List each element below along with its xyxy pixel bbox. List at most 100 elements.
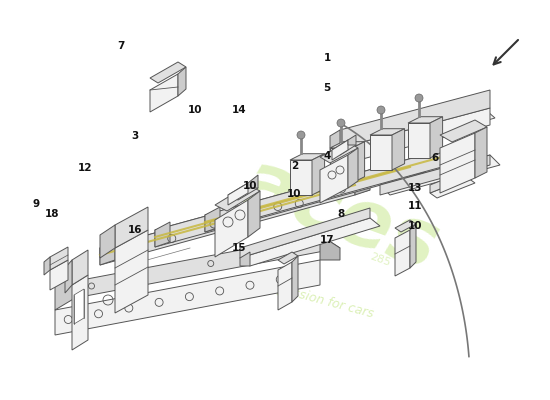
Polygon shape [100, 178, 370, 260]
Polygon shape [355, 172, 370, 195]
Polygon shape [430, 178, 475, 198]
Text: 3: 3 [131, 131, 139, 141]
Polygon shape [355, 133, 370, 155]
Polygon shape [55, 260, 320, 335]
Polygon shape [440, 120, 487, 142]
Polygon shape [150, 62, 186, 83]
Polygon shape [290, 160, 312, 195]
Polygon shape [205, 145, 460, 232]
Polygon shape [115, 230, 148, 313]
Polygon shape [205, 145, 475, 227]
Text: 10: 10 [188, 105, 202, 115]
Text: 10: 10 [287, 189, 301, 199]
Text: 2: 2 [290, 161, 298, 171]
Polygon shape [348, 135, 356, 145]
Polygon shape [440, 133, 475, 193]
Polygon shape [395, 220, 416, 232]
Text: 285: 285 [368, 252, 392, 268]
Polygon shape [65, 260, 72, 293]
Polygon shape [290, 154, 324, 160]
Polygon shape [340, 90, 490, 148]
Polygon shape [155, 222, 170, 247]
Text: 11: 11 [408, 201, 422, 211]
Polygon shape [340, 108, 490, 165]
Polygon shape [352, 142, 365, 183]
Polygon shape [155, 160, 425, 242]
Polygon shape [320, 142, 358, 163]
Circle shape [297, 131, 305, 139]
Text: 10: 10 [243, 181, 257, 191]
Polygon shape [178, 67, 186, 96]
Polygon shape [475, 127, 487, 178]
Text: 6: 6 [431, 153, 438, 163]
Text: 9: 9 [32, 199, 39, 209]
Polygon shape [215, 200, 248, 257]
Text: 16: 16 [128, 225, 142, 235]
Polygon shape [410, 154, 425, 177]
Circle shape [377, 106, 385, 114]
Polygon shape [380, 155, 490, 195]
Polygon shape [205, 207, 220, 232]
Polygon shape [312, 154, 324, 195]
Text: 14: 14 [232, 105, 246, 115]
Polygon shape [410, 224, 416, 268]
Polygon shape [72, 250, 88, 285]
Polygon shape [460, 139, 475, 162]
Polygon shape [330, 130, 340, 154]
Polygon shape [330, 142, 365, 148]
Text: aces: aces [230, 143, 449, 287]
Circle shape [415, 94, 423, 102]
Text: 4: 4 [323, 151, 331, 161]
Text: 7: 7 [117, 41, 125, 51]
Polygon shape [50, 247, 68, 270]
Polygon shape [100, 240, 115, 265]
Polygon shape [44, 257, 50, 275]
Polygon shape [55, 235, 340, 298]
Text: a passion for cars: a passion for cars [265, 280, 375, 320]
Polygon shape [332, 140, 348, 160]
Polygon shape [330, 148, 352, 183]
Polygon shape [228, 183, 258, 200]
Polygon shape [370, 129, 405, 135]
Polygon shape [355, 105, 495, 153]
Text: 13: 13 [408, 183, 422, 193]
Text: 10: 10 [408, 221, 422, 231]
Polygon shape [332, 140, 356, 155]
Text: 17: 17 [320, 235, 334, 245]
Polygon shape [248, 191, 260, 237]
Polygon shape [278, 262, 292, 310]
Polygon shape [380, 155, 500, 195]
Text: 8: 8 [337, 209, 345, 219]
Polygon shape [348, 148, 358, 188]
Polygon shape [370, 135, 392, 170]
Text: 15: 15 [232, 243, 246, 253]
Polygon shape [150, 74, 178, 112]
Polygon shape [240, 208, 370, 258]
Polygon shape [408, 117, 443, 123]
Circle shape [337, 119, 345, 127]
Polygon shape [74, 289, 84, 324]
Polygon shape [430, 117, 443, 158]
Polygon shape [408, 123, 430, 158]
Polygon shape [355, 105, 480, 155]
Polygon shape [430, 170, 468, 193]
Polygon shape [100, 178, 355, 265]
Polygon shape [50, 260, 68, 290]
Polygon shape [240, 252, 250, 266]
Text: 5: 5 [323, 83, 331, 93]
Polygon shape [292, 256, 298, 302]
Polygon shape [278, 252, 298, 264]
Text: 18: 18 [45, 209, 59, 219]
Polygon shape [320, 155, 348, 203]
Polygon shape [55, 275, 75, 310]
Polygon shape [395, 230, 410, 276]
Text: 12: 12 [78, 163, 92, 173]
Polygon shape [392, 129, 405, 170]
Text: 1: 1 [323, 53, 331, 63]
Polygon shape [100, 225, 115, 258]
Polygon shape [72, 275, 88, 350]
Polygon shape [115, 207, 148, 248]
Polygon shape [240, 218, 380, 266]
Polygon shape [215, 185, 260, 211]
Polygon shape [155, 160, 410, 247]
